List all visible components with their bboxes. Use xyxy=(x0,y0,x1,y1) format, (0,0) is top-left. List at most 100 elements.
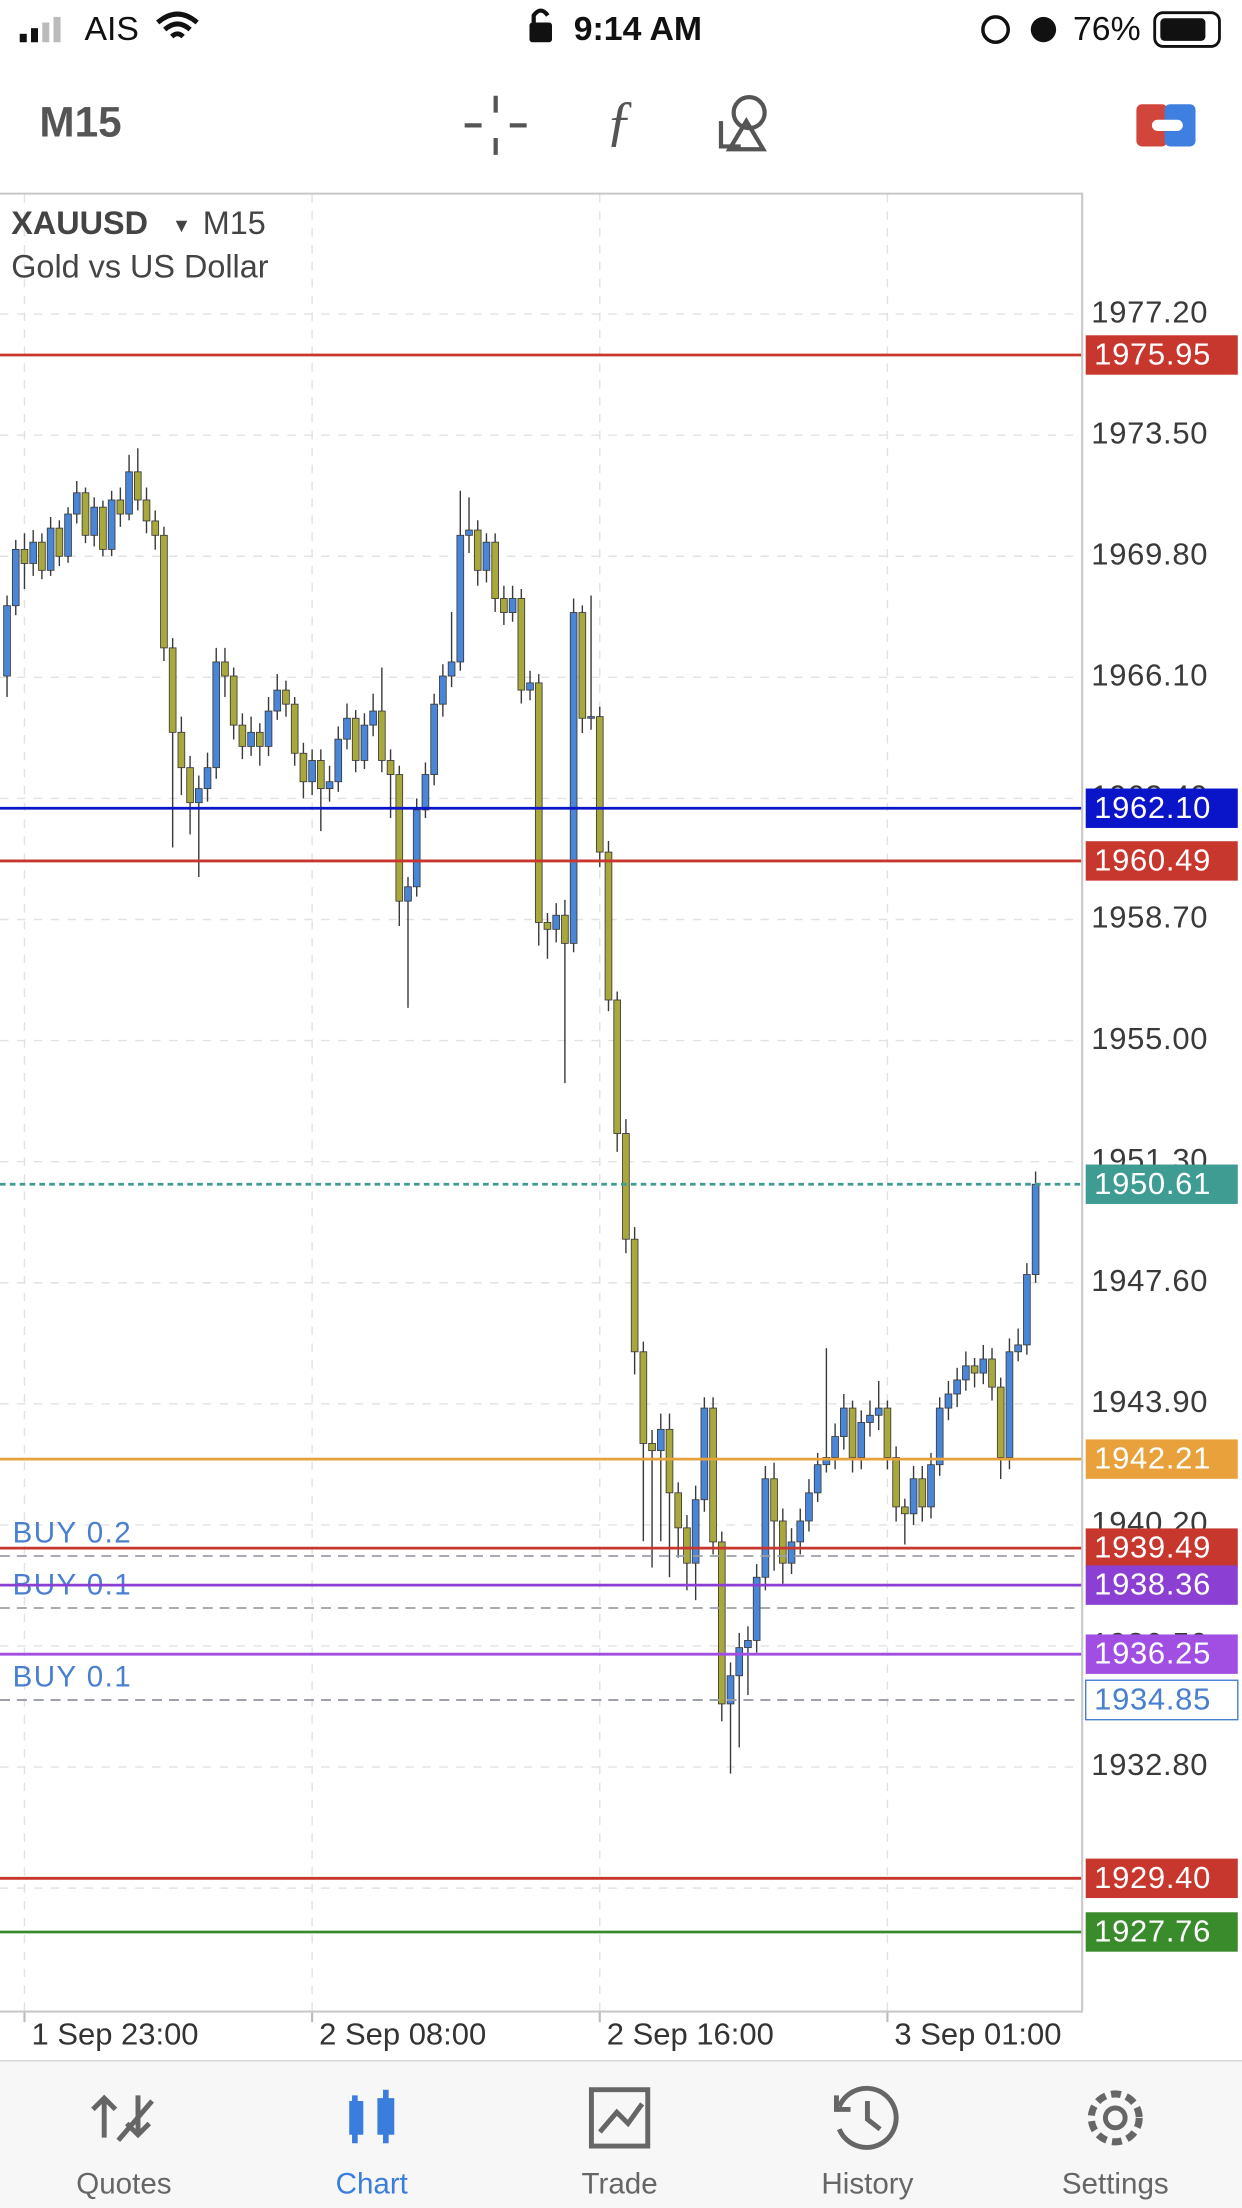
indicators-button[interactable]: ƒ xyxy=(606,91,634,153)
candle-body xyxy=(935,1407,944,1466)
y-tick-label: 1973.50 xyxy=(1091,415,1208,450)
candle-body xyxy=(874,1407,883,1416)
price-tag xyxy=(1084,1679,1239,1721)
candle-body xyxy=(595,716,604,853)
candle-body xyxy=(552,914,560,930)
candle-body xyxy=(944,1393,953,1409)
candle-body xyxy=(805,1492,813,1522)
candle-body xyxy=(604,851,613,1001)
candle-body xyxy=(430,703,438,775)
candle-body xyxy=(831,1436,839,1458)
timeframe-button[interactable]: M15 xyxy=(39,98,121,145)
price-tag xyxy=(1085,1858,1238,1899)
candle-body xyxy=(822,1457,831,1466)
candle-body xyxy=(1023,1274,1031,1346)
candle-body xyxy=(11,548,20,607)
crosshair-icon xyxy=(464,95,527,155)
symbol-dropdown[interactable]: ▼ xyxy=(172,215,192,237)
tab-button[interactable]: Trade xyxy=(582,2087,658,2201)
candle-body xyxy=(526,682,534,691)
candle-body xyxy=(186,767,194,804)
price-tag-label: 1962.10 xyxy=(1094,790,1211,825)
candle-body xyxy=(953,1379,961,1395)
status-bar: AIS 9:14 AM 76% xyxy=(19,8,1221,48)
candle-body xyxy=(116,499,125,515)
price-tag-label: 1960.49 xyxy=(1094,843,1211,878)
price-tag-label: 1934.85 xyxy=(1094,1682,1211,1717)
wifi-icon xyxy=(156,11,199,39)
candle-body xyxy=(813,1464,822,1494)
candle-body xyxy=(395,774,404,902)
candle-body xyxy=(744,1639,752,1649)
candle-body xyxy=(229,675,238,726)
tab-button[interactable]: Quotes xyxy=(76,2094,172,2200)
candle-body xyxy=(517,598,526,691)
price-tag xyxy=(1085,1528,1238,1568)
sell-half xyxy=(1136,104,1168,147)
candle-body xyxy=(927,1464,935,1508)
candle-body xyxy=(491,541,499,599)
candle-body xyxy=(648,1442,656,1452)
candle-body xyxy=(569,612,578,944)
tab-button[interactable]: History xyxy=(821,2085,914,2200)
candle-body xyxy=(700,1407,709,1501)
candle-body xyxy=(72,492,81,515)
objects-button[interactable] xyxy=(718,95,767,152)
candle-body xyxy=(107,499,116,550)
tab-button[interactable]: Chart xyxy=(336,2089,408,2201)
candle-body xyxy=(840,1407,848,1437)
candle-body xyxy=(55,527,64,557)
candle-body xyxy=(770,1478,778,1522)
candle-body xyxy=(412,809,421,888)
price-tag-label: 1942.21 xyxy=(1094,1441,1211,1476)
lock-icon xyxy=(529,22,552,43)
candle-body xyxy=(482,541,491,571)
candle-body xyxy=(473,529,482,571)
candle-body xyxy=(351,717,360,761)
candle-body xyxy=(613,999,621,1134)
candle-body xyxy=(439,675,447,705)
candle-body xyxy=(578,612,587,719)
price-tag xyxy=(1085,1439,1238,1479)
y-tick-label: 1958.70 xyxy=(1091,900,1208,935)
candle-body xyxy=(142,499,151,522)
y-tick-label: 1966.10 xyxy=(1091,658,1208,693)
order-label: BUY 0.2 xyxy=(13,1517,132,1550)
candle-body xyxy=(587,716,595,719)
candle-body xyxy=(639,1351,648,1444)
price-tag-label: 1936.25 xyxy=(1094,1636,1211,1671)
signal-bar xyxy=(19,33,27,43)
trade-button[interactable] xyxy=(1136,104,1196,147)
candle-body xyxy=(892,1457,900,1508)
price-tag xyxy=(1085,1565,1238,1605)
candle-body xyxy=(866,1414,874,1423)
clock: 9:14 AM xyxy=(574,10,702,48)
candle-body xyxy=(1031,1183,1040,1275)
battery-level xyxy=(1160,18,1206,41)
candle-body xyxy=(221,661,229,677)
candle-body xyxy=(726,1675,735,1705)
toolbar: M15 ƒ xyxy=(39,91,1196,155)
candle-body xyxy=(979,1358,988,1374)
trade-icon-bar xyxy=(1151,119,1183,131)
candle-body xyxy=(195,788,203,804)
x-tick-label: 3 Sep 01:00 xyxy=(894,2016,1061,2051)
candle-body xyxy=(857,1422,866,1458)
candle-body xyxy=(308,760,316,783)
price-tag-label: 1927.76 xyxy=(1094,1914,1211,1949)
rotation-lock-icon xyxy=(981,15,1011,45)
crosshair-button[interactable] xyxy=(464,95,527,155)
price-tag xyxy=(1085,841,1238,881)
candle-body xyxy=(133,471,142,501)
candle-body xyxy=(46,527,55,571)
price-tag-label: 1938.36 xyxy=(1094,1567,1211,1602)
y-tick-label: 1977.20 xyxy=(1091,294,1208,329)
candle-body xyxy=(125,471,133,515)
tab-label: Quotes xyxy=(76,2167,171,2200)
candle-body xyxy=(317,760,325,790)
candle-body xyxy=(500,598,508,613)
candle-body xyxy=(787,1541,796,1564)
candle-body xyxy=(883,1407,892,1458)
